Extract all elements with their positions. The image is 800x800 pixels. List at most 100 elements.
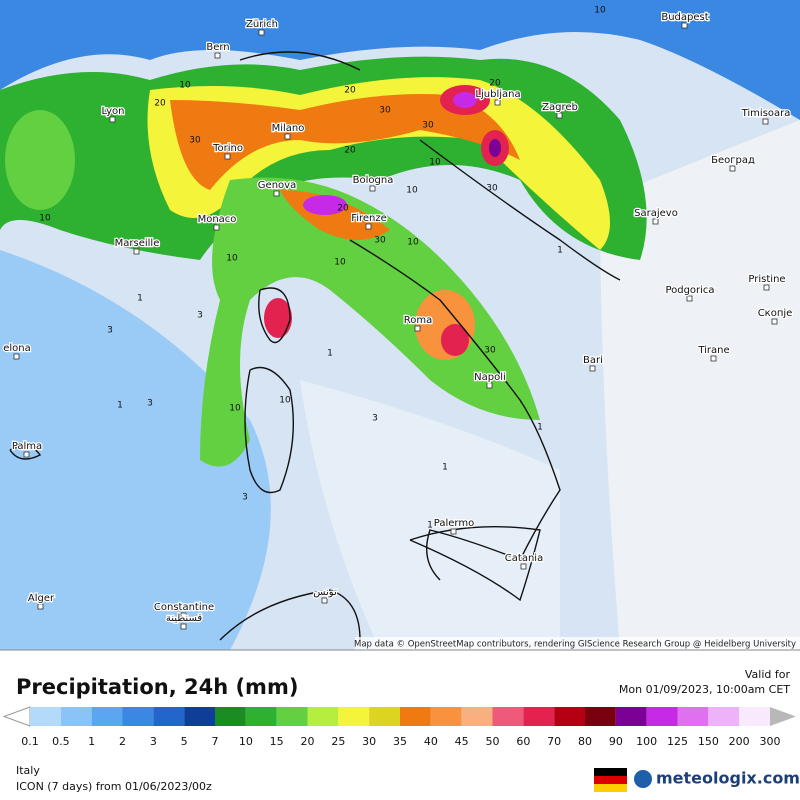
legend-tick-label: 0.1	[21, 735, 39, 748]
legend-swatch	[739, 707, 770, 726]
contour-label: 10	[39, 214, 51, 224]
city-labels: Budapest Zürich Bern Lyon Milano Ljubljana Zag…	[2, 11, 794, 630]
legend-swatch	[184, 707, 215, 726]
city-label: Zürich	[246, 19, 278, 30]
city-label: Budapest	[661, 12, 708, 23]
city-label: Torino	[212, 143, 243, 154]
city-marker	[710, 355, 717, 362]
legend-swatch	[338, 707, 370, 726]
city-label: Marseille	[115, 238, 160, 249]
city-marker	[133, 248, 140, 255]
legend-tick-label: 300	[760, 735, 781, 748]
city-label: Palermo	[434, 518, 474, 529]
city-marker	[13, 353, 20, 360]
legend-swatch	[91, 707, 123, 726]
city-marker	[729, 165, 736, 172]
contour-label: 20	[154, 99, 166, 109]
city-label: Sarajevo	[634, 208, 678, 219]
legend-tick-label: 5	[181, 735, 188, 748]
city-label: Milano	[272, 123, 305, 134]
legend-over	[770, 707, 796, 726]
contour-labels: 10 20 30 20 20 30 10 10 30 20 30 10 10 20 30 10 10 3 1 3 10 3…	[39, 6, 606, 531]
contour-label: 10	[226, 254, 238, 264]
city-label: Alger	[28, 593, 55, 604]
city-marker	[414, 325, 421, 332]
city-marker	[520, 563, 527, 570]
contour-label: 1	[537, 423, 543, 433]
city-marker	[365, 223, 372, 230]
valid-time: Mon 01/09/2023, 10:00am CET	[619, 683, 790, 696]
legend-tick-label: 60	[516, 735, 530, 748]
legend-tick-label: 70	[547, 735, 561, 748]
legend-swatch	[215, 707, 246, 726]
contour-label: 1	[557, 246, 563, 256]
legend-tick-label: 40	[424, 735, 438, 748]
contour-label: 1	[442, 463, 448, 473]
city-label: Timisoara	[741, 108, 791, 119]
city-marker	[180, 612, 187, 619]
city-marker	[321, 597, 328, 604]
contour-label: 3	[372, 414, 378, 424]
city-marker	[494, 99, 501, 106]
contour-label: 20	[337, 204, 349, 214]
contour-label: 30	[486, 184, 498, 194]
legend-swatch	[554, 707, 585, 726]
legend-swatch	[369, 707, 400, 726]
legend-swatch	[30, 707, 61, 726]
logo-icon	[634, 770, 652, 788]
city-marker	[486, 382, 493, 389]
city-label: Roma	[404, 315, 433, 326]
contour-label: 30	[422, 121, 434, 131]
brand: meteologix.com	[656, 769, 800, 788]
legend-swatch	[523, 707, 555, 726]
legend-tick-label: 90	[609, 735, 623, 748]
legend-swatch	[708, 707, 740, 726]
contour-label: 20	[489, 79, 501, 89]
legend-tick-label: 20	[301, 735, 315, 748]
city-marker	[763, 284, 770, 291]
contour-label: 10	[179, 81, 191, 91]
city-label: Pristine	[748, 274, 785, 285]
city-marker	[652, 218, 659, 225]
city-label: Lyon	[101, 106, 124, 117]
contour-label: 1	[137, 294, 143, 304]
legend-tick-label: 50	[486, 735, 500, 748]
contour-label: 30	[484, 346, 496, 356]
city-marker	[589, 365, 596, 372]
city-marker	[109, 116, 116, 123]
legend-tick-label: 1	[88, 735, 95, 748]
contour-label: 30	[189, 136, 201, 146]
city-marker	[762, 118, 769, 125]
legend-swatch	[461, 707, 493, 726]
legend-tick-label: 125	[667, 735, 688, 748]
legend-tick-label: 35	[393, 735, 407, 748]
city-marker	[224, 153, 231, 160]
city-marker	[556, 112, 563, 119]
city-marker	[180, 623, 187, 630]
contour-label: 10	[429, 158, 441, 168]
city-marker	[686, 295, 693, 302]
city-marker	[450, 528, 457, 535]
legend-swatch	[153, 707, 185, 726]
legend-swatch	[400, 707, 431, 726]
city-marker	[37, 603, 44, 610]
region: Italy	[16, 764, 40, 777]
legend-tick-label: 7	[212, 735, 219, 748]
city-marker	[369, 185, 376, 192]
legend-swatch	[276, 707, 308, 726]
attribution: Map data © OpenStreetMap contributors, r…	[354, 640, 796, 650]
city-label: قسنطينة	[166, 613, 203, 624]
legend-swatch	[60, 707, 92, 726]
contour-label: 10	[406, 186, 418, 196]
legend-tick-label: 150	[698, 735, 719, 748]
legend-tick-label: 100	[636, 735, 657, 748]
city-label: Monaco	[198, 214, 237, 225]
legend-tick-label: 30	[362, 735, 376, 748]
legend-tick-label: 2	[119, 735, 126, 748]
contour-label: 3	[242, 493, 248, 503]
legend-swatch	[646, 707, 678, 726]
city-label: تونس	[313, 587, 337, 598]
contour-label: 20	[344, 86, 356, 96]
